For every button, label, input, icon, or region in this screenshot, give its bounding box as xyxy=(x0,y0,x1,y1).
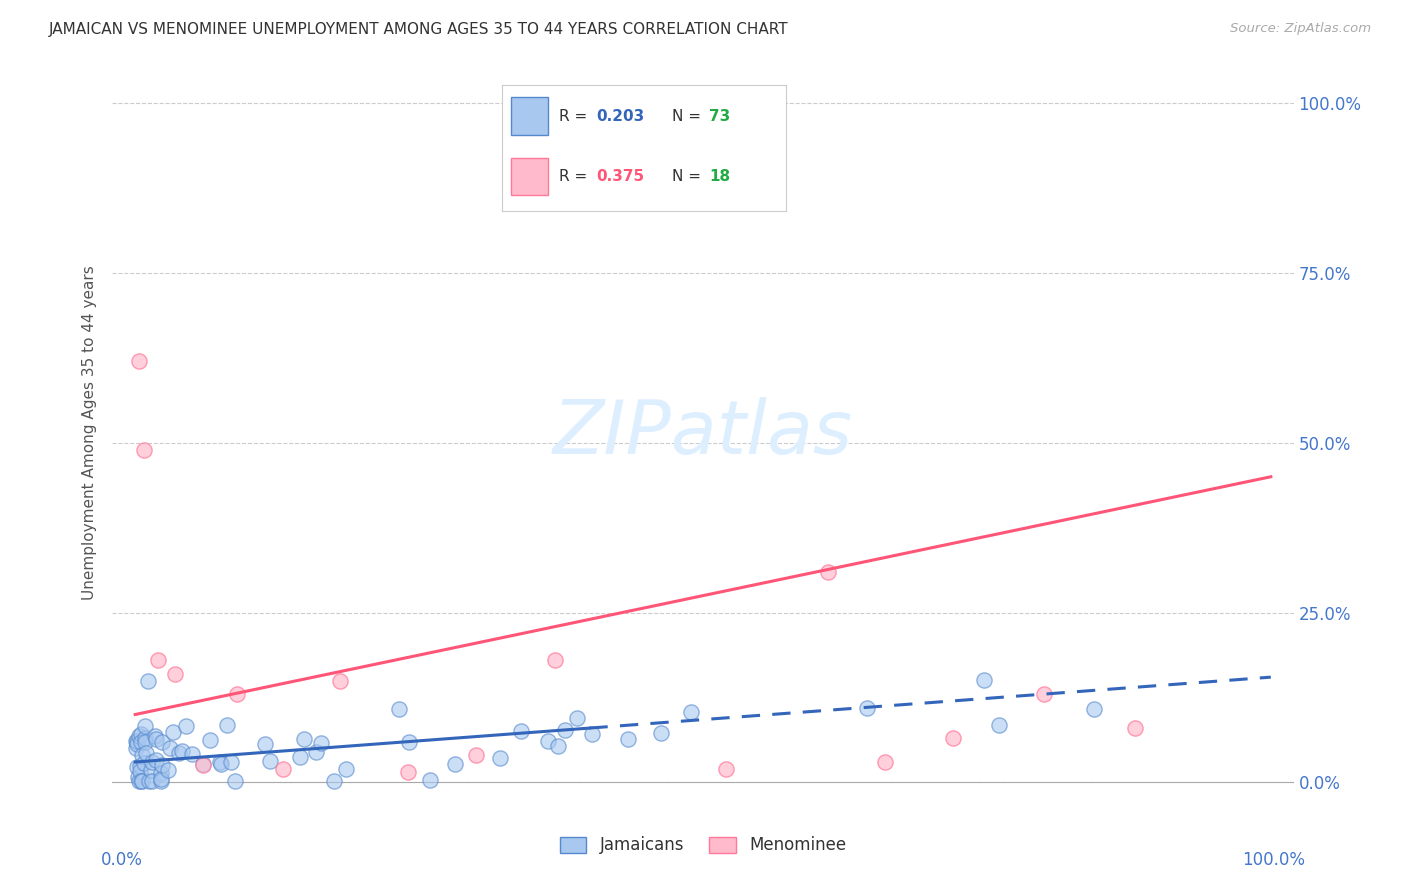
Point xyxy=(128,774,150,789)
Legend: Jamaicans, Menominee: Jamaicans, Menominee xyxy=(553,830,853,861)
Point xyxy=(714,762,737,776)
Point xyxy=(150,774,173,789)
Point xyxy=(198,733,221,747)
Point xyxy=(544,653,567,667)
Text: 100.0%: 100.0% xyxy=(1243,851,1305,869)
Point xyxy=(288,749,311,764)
Point xyxy=(322,774,344,789)
Point xyxy=(167,746,190,760)
Point xyxy=(226,687,249,701)
Point xyxy=(150,772,173,786)
Point xyxy=(650,725,672,739)
Point xyxy=(873,755,896,769)
Point xyxy=(536,734,558,748)
Point xyxy=(127,770,149,784)
Point xyxy=(679,706,702,720)
Point xyxy=(510,723,533,738)
Point xyxy=(547,739,569,753)
Point xyxy=(419,772,441,787)
Point xyxy=(146,653,169,667)
Point xyxy=(134,735,156,749)
Point xyxy=(143,729,166,743)
Point xyxy=(129,764,152,779)
Point xyxy=(217,718,239,732)
Point xyxy=(193,757,215,772)
Point xyxy=(567,711,589,725)
Point xyxy=(150,758,173,772)
Point xyxy=(388,702,411,716)
Point xyxy=(156,763,179,777)
Point xyxy=(398,735,420,749)
Point xyxy=(127,760,149,774)
Point xyxy=(1083,702,1105,716)
Point xyxy=(134,442,156,457)
Point xyxy=(174,718,197,732)
Point xyxy=(150,735,173,749)
Point xyxy=(193,758,215,772)
Point xyxy=(141,774,163,789)
Point xyxy=(305,746,328,760)
Point xyxy=(125,733,148,747)
Point xyxy=(145,753,167,767)
Point xyxy=(162,724,184,739)
Point xyxy=(163,666,186,681)
Point xyxy=(128,354,150,368)
Point xyxy=(132,756,155,771)
Point xyxy=(131,774,153,789)
Point xyxy=(136,673,159,688)
Point xyxy=(616,731,638,746)
Text: Source: ZipAtlas.com: Source: ZipAtlas.com xyxy=(1230,22,1371,36)
Point xyxy=(125,737,148,751)
Point xyxy=(271,762,294,776)
Point xyxy=(172,744,194,758)
Point xyxy=(624,96,647,111)
Point xyxy=(292,731,315,746)
Point xyxy=(129,774,152,789)
Point xyxy=(131,747,153,762)
Point xyxy=(134,719,156,733)
Point xyxy=(817,565,839,579)
Point xyxy=(129,735,152,749)
Point xyxy=(444,756,467,771)
Point xyxy=(942,731,965,746)
Point xyxy=(134,746,156,760)
Point xyxy=(489,751,512,765)
Point xyxy=(208,755,231,769)
Point xyxy=(138,774,160,789)
Point xyxy=(125,734,148,748)
Point xyxy=(464,748,486,763)
Point xyxy=(973,673,995,688)
Text: JAMAICAN VS MENOMINEE UNEMPLOYMENT AMONG AGES 35 TO 44 YEARS CORRELATION CHART: JAMAICAN VS MENOMINEE UNEMPLOYMENT AMONG… xyxy=(49,22,789,37)
Point xyxy=(209,757,232,772)
Point xyxy=(254,737,277,751)
Point xyxy=(329,673,352,688)
Point xyxy=(311,736,333,750)
Point xyxy=(181,747,204,761)
Text: 0.0%: 0.0% xyxy=(101,851,142,869)
Point xyxy=(988,718,1011,732)
Point xyxy=(141,764,163,778)
Point xyxy=(141,756,163,770)
Point xyxy=(129,759,152,773)
Point xyxy=(159,740,181,755)
Point xyxy=(855,700,877,714)
Point xyxy=(259,755,281,769)
Point xyxy=(581,727,603,741)
Point xyxy=(219,755,242,769)
Point xyxy=(128,729,150,743)
Point xyxy=(134,731,156,746)
Point xyxy=(224,774,246,789)
Point xyxy=(1032,687,1054,701)
Point xyxy=(129,726,152,740)
Point xyxy=(149,765,172,780)
Point xyxy=(396,765,419,780)
Point xyxy=(1123,721,1146,735)
Y-axis label: Unemployment Among Ages 35 to 44 years: Unemployment Among Ages 35 to 44 years xyxy=(82,265,97,600)
Point xyxy=(145,732,167,747)
Point xyxy=(554,723,576,737)
Point xyxy=(335,762,357,776)
Point xyxy=(125,741,148,756)
Text: ZIPatlas: ZIPatlas xyxy=(553,397,853,468)
